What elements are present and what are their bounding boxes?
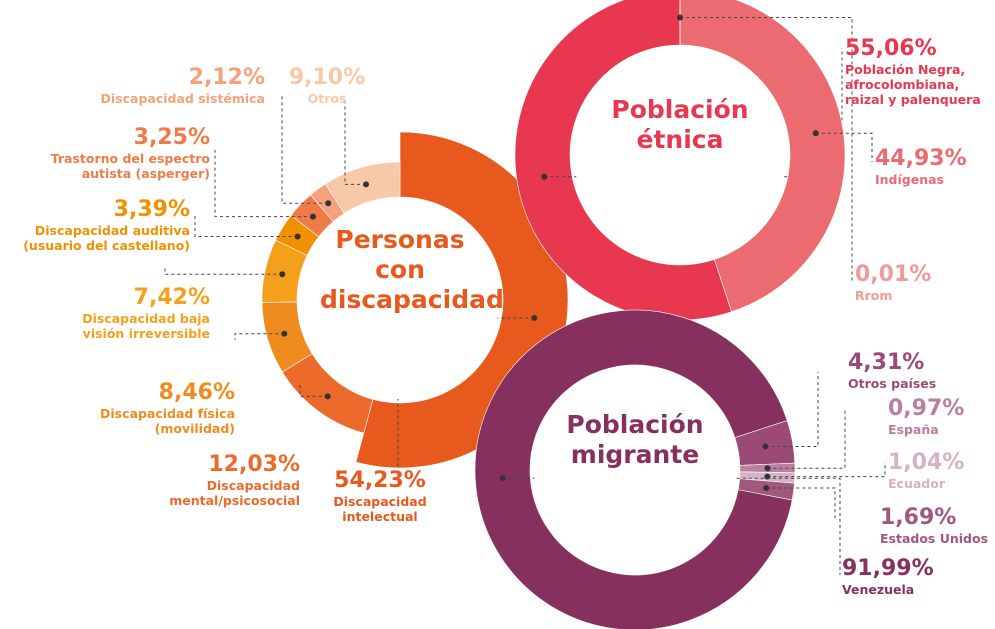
slice-label: 44,93% Indígenas [875, 146, 967, 187]
category-label: Indígenas [875, 172, 944, 187]
slice-label: 12,03% Discapacidad mental/psicosocial [130, 452, 300, 508]
category-label: Trastorno del espectro autista (asperger… [50, 151, 210, 181]
donut-slice [324, 161, 401, 214]
slice-label: 7,42% Discapacidad baja visión irreversib… [40, 285, 210, 341]
slice-label: 91,99% Venezuela [842, 556, 934, 597]
slice-label: 3,25% Trastorno del espectro autista (asp… [40, 125, 210, 181]
leader-line [164, 268, 283, 275]
category-label: Otros [307, 91, 347, 106]
leader-line [234, 333, 285, 340]
category-label: Discapacidad auditiva (usuario del caste… [23, 223, 190, 253]
leader-line [194, 215, 298, 237]
leader-line [765, 372, 819, 447]
value-label: 0,01% [855, 262, 932, 287]
donut-slice [679, 0, 846, 313]
value-label: 44,93% [875, 146, 967, 171]
value-label: 91,99% [842, 556, 934, 581]
slice-label: 0,97% España [888, 396, 964, 437]
value-label: 7,42% [133, 285, 210, 310]
leader-line [766, 487, 836, 518]
leader-line [680, 17, 853, 282]
slice-label: 8,46% Discapacidad física (movilidad) [65, 380, 235, 436]
leader-dot [812, 130, 819, 137]
donut-slice [474, 309, 793, 629]
category-label: Ecuador [888, 476, 945, 491]
category-label: Discapacidad física (movilidad) [100, 406, 235, 436]
category-label: España [888, 422, 939, 437]
leader-dot [677, 14, 684, 21]
category-label: Discapacidad sistémica [100, 91, 265, 106]
slice-label: 3,39% Discapacidad auditiva (usuario del … [20, 197, 190, 253]
value-label: 0,97% [888, 396, 965, 421]
slice-label: 0,01% Rrom [855, 262, 931, 303]
leader-dot [363, 181, 370, 188]
value-label: 12,03% [208, 452, 300, 477]
category-label: Discapacidad baja visión irreversible [82, 311, 210, 341]
chart-title: Personas con discapacidad [320, 225, 504, 314]
value-label: 3,39% [113, 197, 190, 222]
leader-line [767, 410, 846, 469]
leader-dot [531, 314, 538, 321]
slice-label: 1,69% Estados Unidos [880, 505, 988, 546]
slice-label: 1,04% Ecuador [888, 450, 964, 491]
category-label: Discapacidad mental/psicosocial [169, 478, 300, 508]
leader-line [815, 132, 873, 162]
category-label: Discapacidad intelectual [333, 494, 427, 524]
chart-title: Población migrante [566, 410, 704, 469]
leader-line [397, 317, 535, 466]
value-label: 4,31% [848, 350, 925, 375]
category-label: Venezuela [842, 582, 915, 597]
leader-dot [499, 475, 506, 482]
category-label: Población Negra, afrocolombiana, raizal … [845, 62, 981, 107]
value-label: 9,10% [288, 65, 366, 90]
leader-dot [279, 271, 286, 278]
center-disc [301, 201, 499, 399]
slice-label: 55,06% Población Negra, afrocolombiana, r… [845, 36, 995, 107]
leader-line [214, 150, 313, 218]
leader-dot [763, 484, 770, 491]
value-label: 54,23% [334, 468, 426, 493]
leader-line [344, 100, 367, 185]
donut-slice [514, 0, 732, 321]
leader-dot [325, 200, 332, 207]
value-label: 55,06% [845, 36, 937, 61]
value-label: 8,46% [158, 380, 235, 405]
category-label: Estados Unidos [880, 531, 989, 546]
leader-dot [541, 173, 548, 180]
leader-line [767, 462, 886, 478]
slice-label: 4,31% Otros países [848, 350, 936, 391]
leader-dot [309, 213, 316, 220]
leader-dot [324, 393, 331, 400]
value-label: 3,25% [133, 125, 210, 150]
center-disc [534, 369, 736, 571]
slice-label: 2,12% Discapacidad sistémica [101, 65, 265, 106]
value-label: 1,04% [888, 450, 965, 475]
value-label: 1,69% [880, 505, 957, 530]
leader-line [502, 477, 841, 575]
category-label: Otros países [848, 376, 937, 391]
leader-dot [764, 465, 771, 472]
leader-dot [281, 330, 288, 337]
category-label: Rrom [855, 288, 893, 303]
leader-dot [294, 233, 301, 240]
slice-label: 9,10% Otros [289, 65, 365, 106]
value-label: 2,12% [188, 65, 265, 90]
leader-dot [762, 443, 769, 450]
slice-label: 54,23% Discapacidad intelectual [295, 468, 465, 524]
chart-title: Población étnica [611, 95, 749, 154]
center-disc [574, 49, 786, 261]
